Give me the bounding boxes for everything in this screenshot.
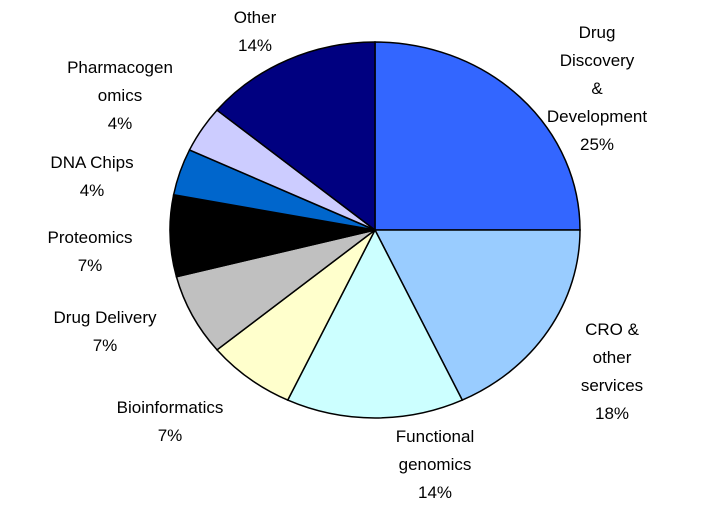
pie-slice [215,41,376,232]
value-label: 7% [77,256,103,275]
category-name: DNA Chips [50,153,134,172]
category-name: Other [233,8,277,27]
slice-label: Pharmacogen omics 4% [67,54,173,138]
category-name: Proteomics [47,228,133,247]
pie-slice [374,41,581,231]
category-name: Bioinformatics [116,398,224,417]
value-label: 4% [79,181,105,200]
category-name: Drug Delivery [53,308,157,327]
category-name: CRO & other services [580,320,644,395]
category-name: Functional genomics [395,427,475,474]
value-label: 4% [107,114,133,133]
value-label: 18% [594,404,630,423]
pie-slice [286,228,464,419]
slice-label: CRO & other services 18% [567,316,657,428]
value-label: 14% [417,483,453,502]
value-label: 7% [157,426,183,445]
value-label: 7% [92,336,118,355]
value-label: 25% [579,135,615,154]
slice-label: DNA Chips 4% [50,149,133,205]
pie-slice [373,229,581,402]
slice-label: Drug Discovery & Development 25% [545,19,650,159]
category-name: Pharmacogen omics [67,58,173,105]
slice-label: Proteomics 7% [47,224,132,280]
slice-label: Functional genomics 14% [396,423,474,507]
slice-label: Bioinformatics 7% [117,394,224,450]
slice-label: Other 14% [234,4,277,60]
slice-label: Drug Delivery 7% [54,304,157,360]
category-name: Drug Discovery & Development [546,23,648,126]
value-label: 14% [237,36,273,55]
